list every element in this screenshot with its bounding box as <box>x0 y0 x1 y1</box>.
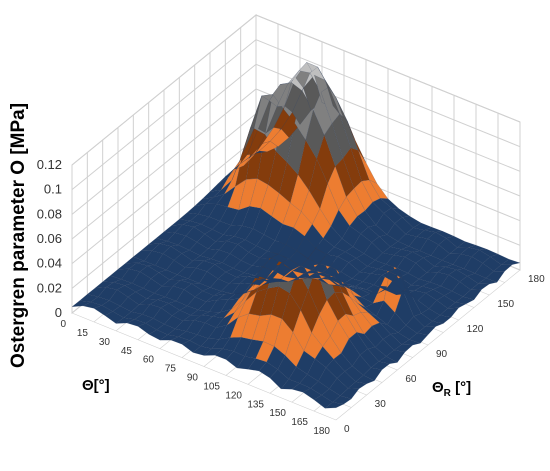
z-tick-label: 0.12 <box>37 157 62 172</box>
x-tick-label: 15 <box>77 328 89 339</box>
z-tick-label: 0 <box>55 305 62 320</box>
z-tick-label: 0.04 <box>37 256 62 271</box>
x-tick-label: 165 <box>291 417 308 428</box>
y-axis-title: ΘR [°] <box>432 379 471 399</box>
x-tick-label: 0 <box>60 319 66 330</box>
y-axis-title-unit: [°] <box>451 379 471 396</box>
y-tick-label: 30 <box>375 399 387 410</box>
x-tick-label: 60 <box>143 355 155 366</box>
y-tick-label: 90 <box>436 349 448 360</box>
y-tick-label: 60 <box>405 374 417 385</box>
z-tick-label: 0.08 <box>37 206 62 221</box>
y-axis-title-main: Θ <box>432 379 444 396</box>
x-tick-label: 180 <box>313 426 330 437</box>
y-tick-label: 180 <box>528 274 545 285</box>
x-tick-label: 75 <box>165 364 177 375</box>
z-tick-label: 0.1 <box>44 182 62 197</box>
x-tick-label: 150 <box>269 408 286 419</box>
x-tick-label: 135 <box>247 399 264 410</box>
y-tick-label: 120 <box>467 324 484 335</box>
surface-cell <box>500 258 521 266</box>
x-tick-label: 30 <box>99 337 111 348</box>
y-tick-label: 0 <box>344 424 350 435</box>
x-tick-label: 105 <box>203 381 220 392</box>
z-axis-title: Ostergren parameter O [MPa] <box>8 103 29 368</box>
z-tick-label: 0.02 <box>37 280 62 295</box>
x-tick-label: 45 <box>121 346 133 357</box>
floor-gridline <box>71 312 337 421</box>
y-tick-labels: 0 30 60 90 120 150 180 <box>344 274 545 435</box>
z-tick-labels: 0 0.02 0.04 0.06 0.08 0.1 0.12 <box>37 157 62 320</box>
y-tick-label: 150 <box>497 299 514 310</box>
z-tick-label: 0.06 <box>37 231 62 246</box>
y-axis-title-sub: R <box>444 388 452 399</box>
x-axis-title: Θ[°] <box>82 377 110 394</box>
x-tick-label: 90 <box>187 373 199 384</box>
x-tick-label: 120 <box>225 390 242 401</box>
surface-mesh <box>71 61 521 409</box>
x-tick-labels: 0 15 30 45 60 75 90 105 120 135 150 165 180 <box>60 319 330 437</box>
